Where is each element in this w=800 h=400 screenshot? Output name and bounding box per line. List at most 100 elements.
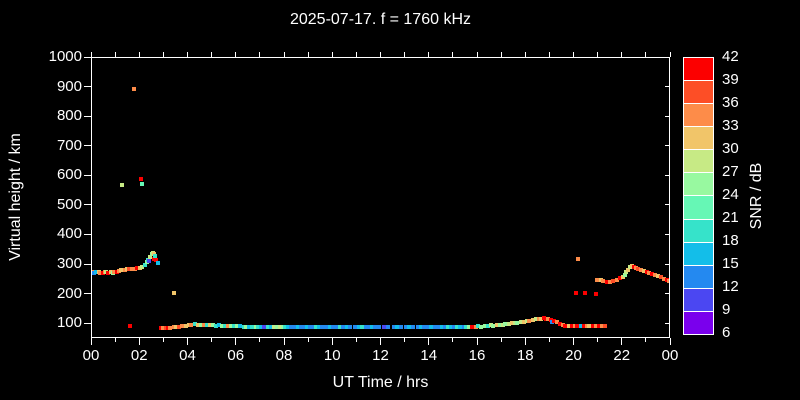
- y-major-tick: [84, 204, 91, 206]
- data-point: [163, 326, 168, 331]
- data-point: [620, 274, 625, 279]
- data-point: [265, 324, 270, 329]
- data-point: [171, 325, 176, 330]
- data-point: [140, 265, 145, 270]
- data-point: [415, 325, 420, 330]
- data-point: [626, 267, 631, 272]
- data-point: [334, 325, 339, 330]
- data-point: [527, 318, 532, 323]
- data-point: [509, 321, 514, 326]
- data-point: [515, 320, 520, 325]
- data-point: [301, 325, 306, 330]
- data-point: [140, 182, 145, 186]
- data-point: [128, 324, 133, 329]
- y-tick-label: 800: [56, 107, 82, 125]
- data-point: [512, 321, 517, 326]
- y-axis-label: Virtual height / km: [7, 133, 24, 261]
- y-tick-label: 300: [56, 255, 82, 273]
- x-tick-label: 18: [516, 347, 534, 364]
- data-point: [220, 323, 225, 328]
- data-point: [277, 324, 282, 329]
- snr-colorbar: [683, 57, 714, 335]
- data-point: [186, 323, 191, 328]
- colorbar-tick-label: 6: [722, 324, 731, 341]
- x-major-tick: [90, 338, 92, 345]
- colorbar-segment: [684, 265, 713, 289]
- data-point: [518, 320, 523, 325]
- x-major-tick: [331, 338, 333, 345]
- colorbar-segment: [684, 173, 713, 197]
- data-point: [180, 323, 185, 328]
- data-point: [253, 324, 258, 329]
- data-point: [624, 270, 629, 275]
- data-point: [573, 291, 578, 296]
- data-point: [601, 279, 606, 284]
- x-tick-label: 04: [179, 347, 196, 364]
- data-point: [142, 263, 147, 268]
- data-point: [256, 325, 261, 330]
- data-point: [117, 268, 122, 273]
- data-point: [274, 325, 279, 330]
- y-major-tick: [84, 145, 91, 147]
- x-tick-label: 06: [227, 347, 245, 364]
- data-point: [403, 325, 408, 330]
- x-major-tick: [476, 338, 478, 345]
- data-point: [94, 270, 99, 275]
- data-point: [551, 318, 556, 323]
- data-point: [494, 323, 499, 328]
- data-point: [114, 269, 119, 274]
- data-point: [598, 278, 603, 283]
- data-point: [622, 272, 627, 277]
- data-point: [295, 325, 300, 330]
- y-tick-label: 700: [56, 136, 82, 154]
- data-point: [341, 325, 346, 330]
- data-point: [152, 251, 156, 256]
- data-point: [307, 325, 312, 330]
- x-minor-tick: [162, 338, 164, 342]
- data-point: [539, 316, 544, 321]
- data-point: [138, 176, 143, 181]
- data-point: [659, 275, 664, 280]
- data-point: [664, 277, 669, 282]
- data-point: [285, 325, 290, 330]
- data-point: [452, 324, 457, 329]
- data-point: [327, 325, 332, 330]
- data-point: [582, 324, 587, 329]
- data-point: [587, 324, 592, 329]
- data-point: [238, 324, 243, 329]
- data-point: [381, 325, 386, 330]
- data-point: [428, 325, 433, 330]
- colorbar-tick-label: 18: [722, 232, 739, 249]
- data-point: [98, 270, 103, 275]
- plot-area: [91, 57, 670, 338]
- data-point: [631, 265, 636, 270]
- data-point: [385, 325, 390, 330]
- data-point: [439, 325, 444, 330]
- data-point: [567, 323, 572, 328]
- data-point: [241, 324, 246, 329]
- data-point: [158, 326, 163, 331]
- data-point: [449, 325, 454, 330]
- data-point: [603, 323, 608, 328]
- colorbar-segment: [684, 104, 713, 128]
- data-point: [298, 325, 303, 330]
- colorbar-tick-label: 21: [722, 209, 739, 226]
- data-point: [478, 324, 483, 329]
- colorbar-segment: [684, 219, 713, 243]
- data-point: [377, 325, 382, 330]
- data-point: [531, 318, 535, 323]
- data-point: [533, 317, 538, 322]
- data-point: [283, 324, 288, 329]
- data-point: [585, 323, 590, 328]
- data-point: [524, 319, 529, 324]
- data-point: [541, 316, 546, 321]
- data-point: [476, 324, 481, 329]
- y-major-tick: [84, 56, 91, 58]
- data-point: [280, 325, 285, 330]
- x-tick-label: 14: [420, 347, 438, 364]
- data-point: [641, 268, 646, 273]
- data-point: [488, 323, 493, 328]
- data-point: [131, 87, 136, 92]
- data-point: [137, 265, 142, 270]
- colorbar-segment: [684, 196, 713, 220]
